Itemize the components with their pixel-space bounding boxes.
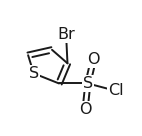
Text: Br: Br [57,27,75,42]
Text: S: S [83,76,93,91]
Text: Cl: Cl [108,83,124,98]
Text: S: S [29,66,39,81]
Text: O: O [87,52,100,67]
Text: O: O [79,102,91,117]
